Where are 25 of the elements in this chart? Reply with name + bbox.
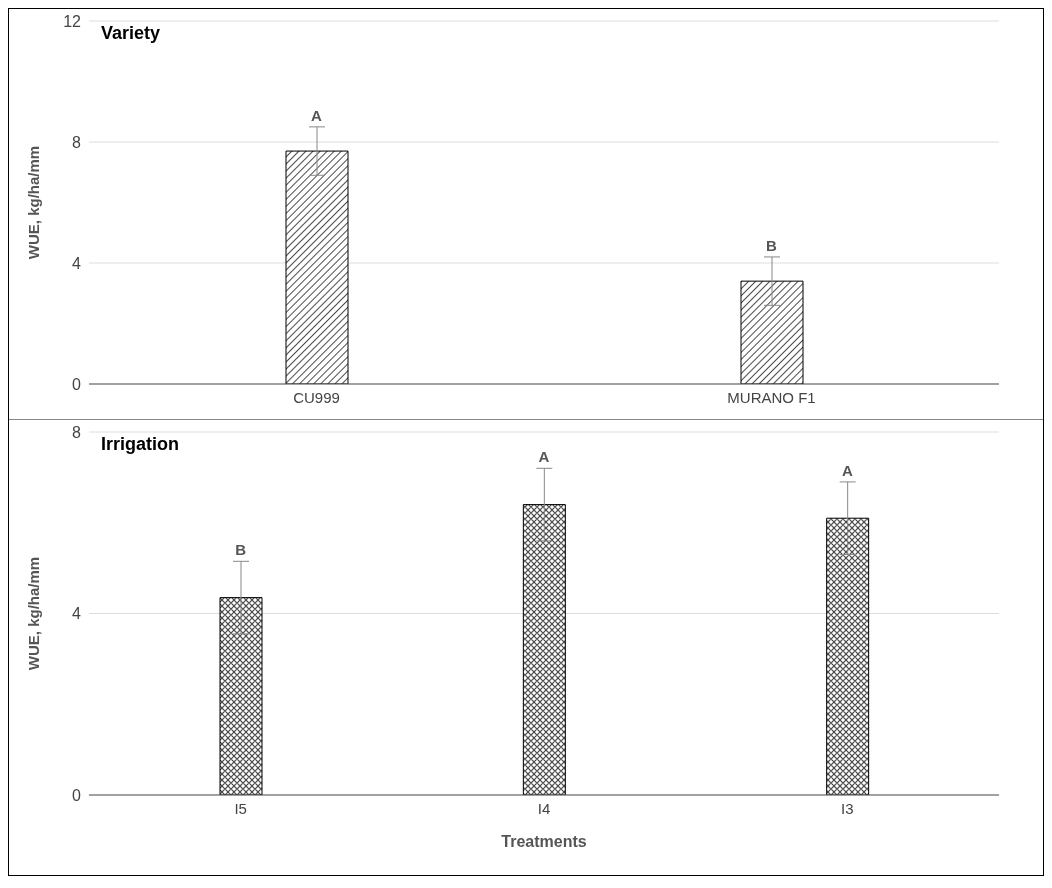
- y-axis-title: WUE, kg/ha/mm: [25, 145, 43, 260]
- y-tick-label: 4: [72, 605, 82, 623]
- y-tick-label: 0: [72, 375, 82, 393]
- x-tick-label: MURANO F1: [727, 388, 816, 406]
- y-tick-label: 8: [72, 133, 82, 151]
- x-axis-title: Treatments: [501, 833, 587, 850]
- annotation: A: [311, 106, 323, 124]
- x-tick-label: CU999: [293, 388, 340, 406]
- chart-title: Irrigation: [101, 434, 180, 455]
- x-tick-label: I5: [234, 799, 247, 817]
- bar: [522, 504, 566, 795]
- bar: [219, 597, 263, 795]
- y-tick-label: 4: [72, 254, 82, 272]
- annotation: B: [766, 236, 778, 254]
- x-tick-label: I4: [537, 799, 551, 817]
- annotation: A: [538, 448, 550, 466]
- bar: [826, 517, 870, 795]
- annotation: A: [841, 461, 853, 479]
- y-axis-title: WUE, kg/ha/mm: [25, 556, 43, 671]
- x-tick-label: I3: [841, 799, 854, 817]
- y-tick-label: 12: [63, 12, 82, 30]
- annotation: B: [235, 541, 247, 559]
- y-tick-label: 8: [72, 423, 82, 441]
- chart-title: Variety: [101, 23, 161, 44]
- y-tick-label: 0: [72, 786, 82, 804]
